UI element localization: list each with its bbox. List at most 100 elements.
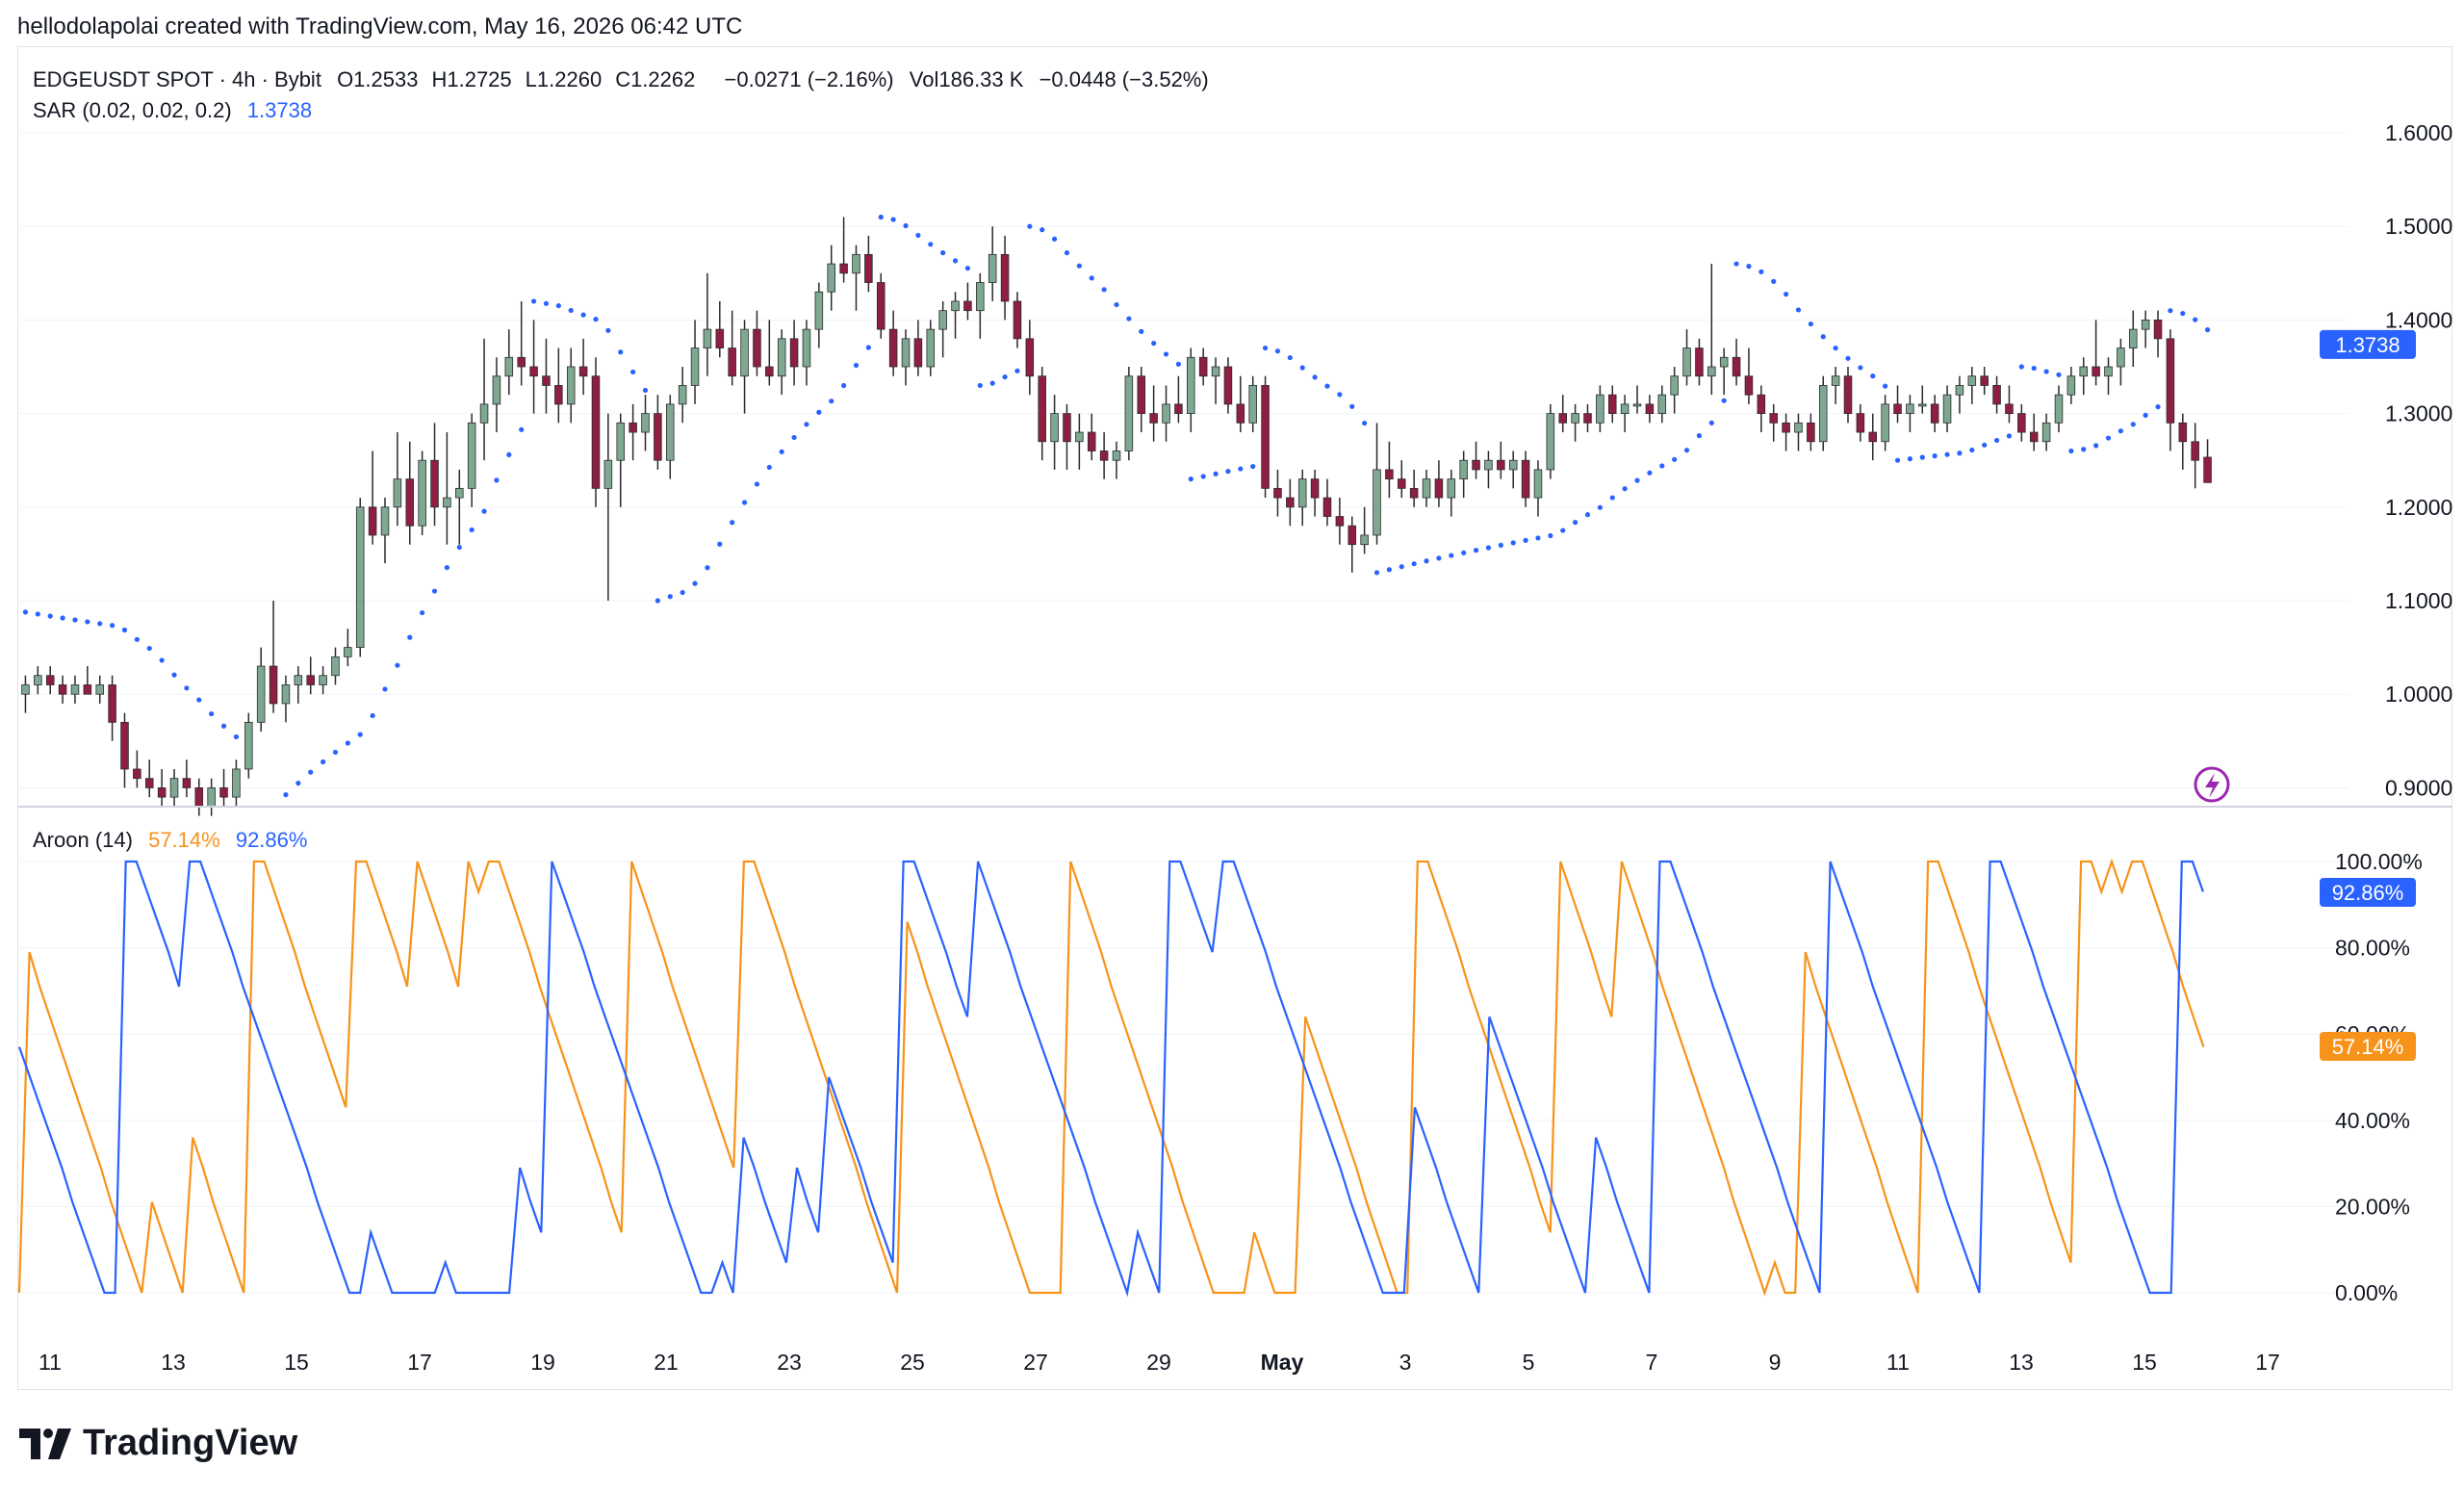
sar-dot: [804, 422, 809, 427]
candle-body: [678, 385, 687, 405]
lightning-icon[interactable]: [2194, 766, 2230, 803]
candle-body: [517, 356, 526, 368]
sar-dot: [1758, 269, 1764, 274]
sar-dot: [1200, 474, 1206, 479]
candle-body: [1719, 356, 1729, 368]
sar-dot: [717, 541, 723, 547]
candle-body: [728, 348, 736, 377]
candle: [802, 320, 811, 386]
candle-body: [839, 263, 848, 274]
candle: [1000, 235, 1010, 321]
candle: [1223, 357, 1233, 414]
candle-body: [654, 413, 662, 461]
candle: [963, 282, 972, 321]
candle-body: [913, 338, 923, 368]
candle-body: [1632, 403, 1642, 407]
sar-dot: [555, 302, 561, 309]
candle-body: [666, 403, 675, 461]
candle-body: [1459, 459, 1468, 480]
candle: [194, 778, 204, 816]
aroon-down-value: 92.86%: [235, 828, 308, 852]
candle-body: [1906, 403, 1914, 415]
sar-dot: [1622, 486, 1628, 492]
candle: [479, 338, 489, 461]
candle: [169, 768, 179, 807]
candle-body: [157, 787, 167, 798]
sar-dot: [1683, 448, 1690, 453]
sar-dot: [1349, 403, 1355, 409]
sar-dot: [1498, 542, 1503, 548]
candle: [591, 357, 601, 507]
sar-dot: [481, 508, 487, 514]
aroon-label[interactable]: Aroon (14): [33, 828, 133, 852]
candle-body: [616, 422, 626, 461]
symbol-label[interactable]: EDGEUSDT SPOT · 4h · Bybit: [33, 67, 321, 91]
candle-body: [83, 684, 92, 695]
candle-body: [1707, 366, 1716, 377]
sar-dot: [444, 564, 450, 571]
candle-body: [294, 675, 303, 685]
candle-body: [133, 768, 141, 780]
candle: [2191, 423, 2199, 489]
candle: [2029, 413, 2039, 451]
sar-dot: [2006, 433, 2013, 439]
candle: [1657, 385, 1667, 424]
sar-dot: [456, 544, 462, 551]
candle-body: [1732, 356, 1741, 377]
candle: [1757, 385, 1766, 433]
candle: [455, 469, 464, 545]
candle-body: [901, 338, 911, 368]
candle: [120, 712, 129, 788]
candle-body: [554, 385, 563, 405]
sar-dot: [1040, 227, 1045, 233]
sar-dot: [370, 712, 375, 719]
candle: [1707, 264, 1716, 396]
sar-dot: [1274, 348, 1281, 354]
sar-dot: [1845, 355, 1851, 361]
candle-body: [182, 778, 192, 788]
candle: [728, 310, 736, 386]
candle: [2178, 413, 2188, 470]
candle: [839, 217, 848, 283]
candle: [269, 601, 278, 713]
candle: [1906, 395, 1914, 433]
candle-body: [1645, 403, 1655, 415]
candle: [2104, 357, 2113, 396]
candle-body: [1967, 375, 1977, 386]
sar-dot: [2168, 308, 2173, 314]
candle: [542, 338, 551, 414]
candle: [517, 300, 526, 386]
sar-dot: [865, 345, 871, 350]
sar-dot: [568, 307, 574, 314]
sar-dot: [1894, 457, 1901, 463]
sar-dot: [1027, 223, 1033, 229]
candle: [1409, 469, 1419, 507]
sar-dot: [1151, 341, 1157, 347]
candle: [703, 272, 712, 376]
aroon-up-badge-bg: [2320, 1032, 2416, 1062]
candle-body: [2041, 422, 2051, 443]
sar-dot: [1858, 365, 1863, 371]
sar-dot: [1051, 236, 1058, 242]
chart-frame: [17, 46, 2452, 1390]
candle-body: [1881, 403, 1889, 443]
price-tick-label: 1.3000: [2385, 401, 2452, 426]
tradingview-logo[interactable]: TradingView: [19, 1423, 297, 1464]
candle-body: [232, 768, 241, 798]
candle: [1447, 469, 1456, 517]
candle-body: [1769, 413, 1778, 424]
sar-dot: [1659, 463, 1665, 469]
candle-body: [2104, 366, 2113, 377]
candle-body: [1682, 348, 1691, 377]
candle: [1459, 450, 1468, 499]
time-tick-label: 23: [777, 1350, 802, 1375]
candle: [629, 403, 637, 461]
candle: [2054, 385, 2064, 433]
price-tick-label: 0.9000: [2385, 775, 2452, 800]
candle-body: [864, 253, 873, 283]
candle-body: [852, 253, 860, 274]
candle-body: [1409, 487, 1419, 499]
candle-body: [1942, 394, 1952, 424]
sar-label[interactable]: SAR (0.02, 0.02, 0.2): [33, 98, 232, 122]
